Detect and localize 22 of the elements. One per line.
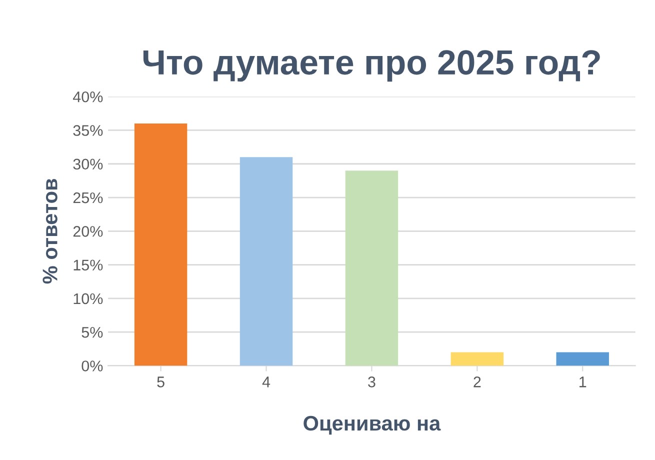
x-tick-label: 1 bbox=[580, 376, 586, 388]
y-tick-label: 5% bbox=[82, 326, 103, 338]
y-tick-label: 10% bbox=[74, 293, 103, 304]
y-tick-label: 20% bbox=[73, 226, 103, 237]
y-tick-label: 0% bbox=[82, 360, 103, 372]
x-tick-label: 4 bbox=[262, 376, 270, 388]
bar bbox=[345, 170, 398, 366]
x-tick-label: 5 bbox=[157, 376, 164, 388]
bar bbox=[556, 352, 609, 366]
bar bbox=[450, 352, 504, 366]
x-tick-label: 2 bbox=[474, 376, 481, 388]
y-axis-title: % ответов bbox=[42, 178, 58, 284]
y-tick-label: 30% bbox=[73, 158, 103, 170]
x-tick-label: 3 bbox=[368, 376, 376, 388]
y-tick-label: 15% bbox=[74, 260, 103, 270]
x-axis-title: Оцениваю на bbox=[304, 416, 441, 435]
y-tick-label: 35% bbox=[73, 125, 103, 136]
y-tick-label: 40% bbox=[72, 91, 103, 102]
y-tick-label: 25% bbox=[73, 192, 103, 204]
bar bbox=[134, 124, 188, 366]
chart-title: Что думаете про 2025 год? bbox=[143, 50, 600, 82]
bar bbox=[240, 157, 293, 366]
